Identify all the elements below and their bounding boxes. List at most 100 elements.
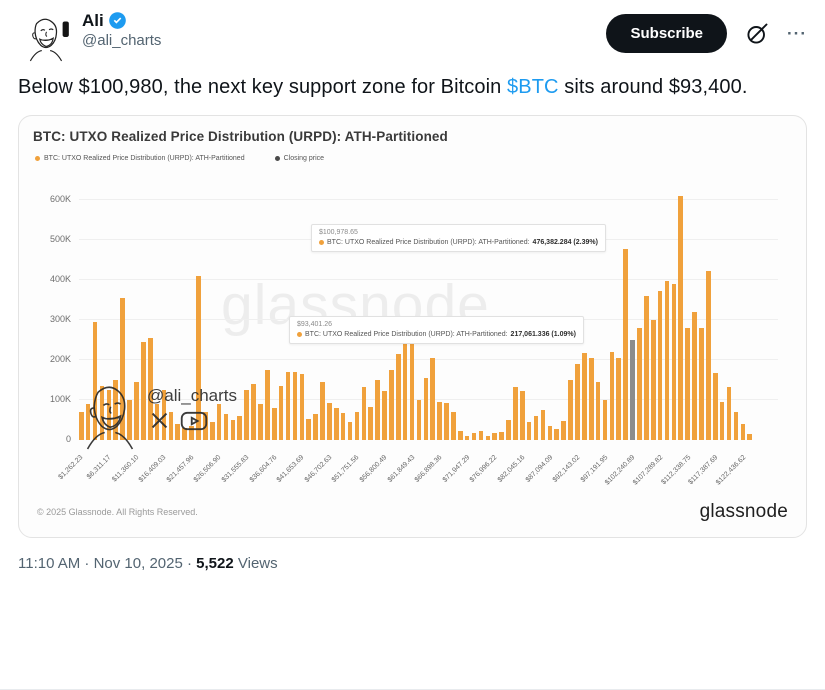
urpd-bar (113, 379, 119, 440)
urpd-bar (389, 370, 394, 440)
urpd-bar (478, 431, 484, 440)
tweet-text-before: Below $100,980, the next key support zon… (18, 76, 508, 98)
urpd-bar (223, 413, 229, 440)
urpd-bar (340, 413, 346, 440)
urpd-bar (547, 425, 553, 440)
urpd-bar (395, 354, 401, 440)
urpd-bar (209, 421, 215, 440)
urpd-bar (526, 422, 532, 440)
urpd-bar (85, 403, 91, 440)
urpd-bar (506, 420, 511, 440)
urpd-bar (540, 410, 546, 440)
grid-line (79, 198, 778, 200)
urpd-bar (609, 352, 615, 440)
urpd-bar (265, 369, 270, 440)
urpd-bar (161, 389, 167, 440)
urpd-bar (568, 379, 573, 440)
chart-legend: BTC: UTXO Realized Price Distribution (U… (35, 155, 792, 162)
urpd-bar (120, 297, 125, 440)
ali-watermark: @ali_charts (77, 376, 237, 452)
urpd-bar (664, 280, 670, 440)
urpd-bar (189, 425, 194, 440)
urpd-bar (237, 415, 243, 440)
plot-area: glassnode 0 100K 200K 300K 400K 500K 600K @ali… (33, 178, 792, 449)
timestamp: 11:10 AM · Nov 10, 2025 · 5,522 Views (18, 554, 278, 572)
urpd-bar (595, 381, 601, 440)
tweet-text-after: sits around $93,400. (558, 76, 748, 98)
more-button[interactable]: ··· (787, 23, 807, 43)
grok-icon[interactable] (745, 22, 769, 46)
tooltip-price: $93,401.26 (297, 320, 333, 328)
glassnode-logo: glassnode (699, 500, 788, 522)
x-logo-icon (151, 412, 168, 429)
urpd-bar (258, 403, 263, 440)
urpd-bar (637, 328, 642, 440)
views-count: 5,522 (196, 554, 234, 572)
urpd-bar (588, 357, 594, 440)
urpd-bar (368, 406, 373, 440)
grid-line (79, 398, 778, 400)
urpd-bar (657, 291, 663, 440)
tooltip-value-line: BTC: UTXO Realized Price Distribution (U… (319, 239, 598, 246)
urpd-bar (464, 436, 470, 440)
urpd-bar (492, 433, 498, 440)
chart-title: BTC: UTXO Realized Price Distribution (U… (33, 128, 448, 144)
y-axis-label: 200K (49, 353, 71, 364)
urpd-bar (650, 319, 656, 440)
urpd-bar (582, 352, 587, 440)
urpd-bar (320, 382, 325, 440)
urpd-bar (740, 424, 746, 440)
author-block: Ali @ali_charts (82, 10, 606, 51)
ali-watermark-text-block: @ali_charts (147, 376, 237, 431)
tweet-text: Below $100,980, the next key support zon… (18, 74, 807, 101)
tooltip-dot-icon (319, 239, 324, 245)
author-name[interactable]: Ali (82, 11, 104, 30)
urpd-bar (533, 415, 539, 440)
author-handle[interactable]: @ali_charts (82, 32, 162, 49)
urpd-bar (292, 371, 298, 440)
y-axis-label: 400K (49, 273, 71, 284)
urpd-bar (499, 431, 504, 440)
urpd-bar (168, 411, 174, 440)
urpd-bar (409, 337, 415, 440)
urpd-bar (457, 431, 463, 440)
urpd-bar (719, 401, 725, 440)
urpd-bar (382, 390, 387, 440)
time-date[interactable]: 11:10 AM · Nov 10, 2025 (18, 554, 183, 572)
urpd-bar (141, 341, 146, 440)
urpd-bar (616, 357, 622, 440)
urpd-bar (706, 271, 711, 440)
header-actions: Subscribe ··· (606, 14, 807, 53)
urpd-bar (451, 412, 456, 440)
avatar[interactable] (18, 10, 70, 62)
urpd-bar (251, 383, 256, 440)
urpd-bar (623, 249, 628, 440)
y-axis-label: 600K (49, 193, 71, 204)
legend-item-urpd: BTC: UTXO Realized Price Distribution (U… (35, 155, 245, 162)
legend-label: BTC: UTXO Realized Price Distribution (U… (44, 154, 245, 162)
ali-watermark-handle: @ali_charts (147, 385, 238, 405)
copyright-text: © 2025 Glassnode. All Rights Reserved. (37, 506, 198, 517)
urpd-bar (644, 296, 649, 440)
cashtag-link[interactable]: $BTC (507, 76, 559, 98)
urpd-bar (726, 387, 732, 440)
urpd-bar (99, 385, 105, 440)
chart-footer: © 2025 Glassnode. All Rights Reserved. g… (33, 499, 792, 533)
legend-dot-orange-icon (35, 155, 40, 161)
tooltip-value-line: BTC: UTXO Realized Price Distribution (U… (297, 331, 576, 338)
urpd-bar (520, 390, 525, 440)
urpd-bar (147, 337, 153, 440)
views-label: Views (233, 554, 278, 572)
urpd-bar (678, 196, 684, 440)
urpd-bar (299, 373, 305, 440)
chart-image[interactable]: BTC: UTXO Realized Price Distribution (U… (18, 114, 807, 538)
urpd-bar (692, 312, 697, 440)
urpd-bar (685, 328, 690, 440)
urpd-bar (354, 412, 360, 440)
urpd-bar (347, 422, 353, 440)
subscribe-button[interactable]: Subscribe (606, 14, 728, 53)
verified-badge-icon (108, 12, 126, 29)
tooltip-value: 217,061.336 (1.09%) (510, 330, 576, 338)
urpd-bar (671, 284, 677, 440)
urpd-bar (196, 276, 201, 440)
